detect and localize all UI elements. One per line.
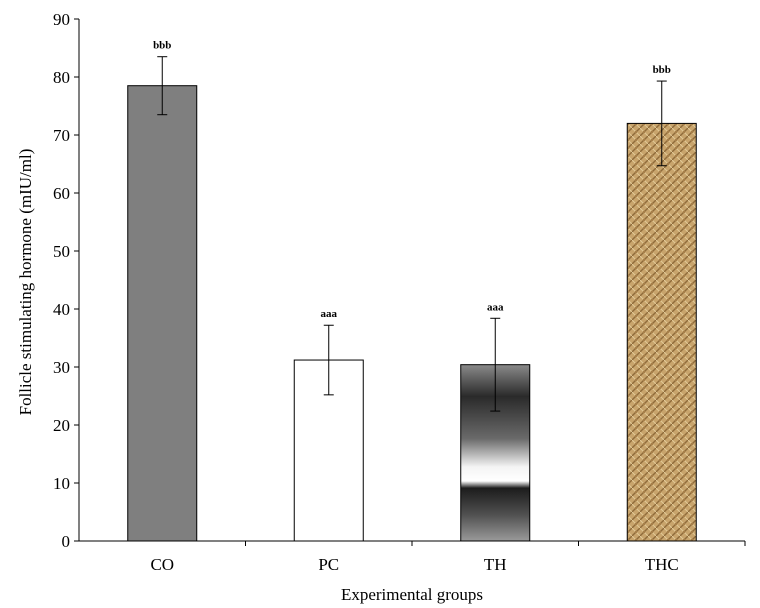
axes: 0 10 20 30 40 50 60 70 80 90: [53, 10, 746, 551]
x-tick-label-th: TH: [484, 555, 507, 574]
y-tick-label: 20: [53, 416, 70, 435]
y-tick-label: 40: [53, 300, 70, 319]
labels: bbb CO aaa PC aaa TH bbb THC: [150, 40, 678, 574]
bars: [127, 85, 697, 542]
significance-label-pc: aaa: [321, 308, 338, 320]
y-tick-label: 70: [53, 126, 70, 145]
bar-thc: [626, 122, 697, 542]
x-axis-title: Experimental groups: [341, 585, 483, 604]
y-tick-label: 10: [53, 474, 70, 493]
significance-label-th: aaa: [487, 301, 504, 313]
x-tick-label-pc: PC: [318, 555, 339, 574]
y-tick-label: 80: [53, 68, 70, 87]
y-tick-label: 30: [53, 358, 70, 377]
x-tick-label-co: CO: [150, 555, 174, 574]
y-tick-label: 60: [53, 184, 70, 203]
y-tick-label: 90: [53, 10, 70, 29]
y-tick-label: 0: [62, 532, 71, 551]
error-bars: [157, 56, 667, 412]
x-tick-label-thc: THC: [645, 555, 679, 574]
y-axis-title: Follicle stimulating hormone (mIU/ml): [16, 149, 35, 416]
significance-label-co: bbb: [153, 40, 171, 52]
y-tick-label: 50: [53, 242, 70, 261]
bar-co: [127, 85, 198, 542]
significance-label-thc: bbb: [653, 64, 671, 76]
